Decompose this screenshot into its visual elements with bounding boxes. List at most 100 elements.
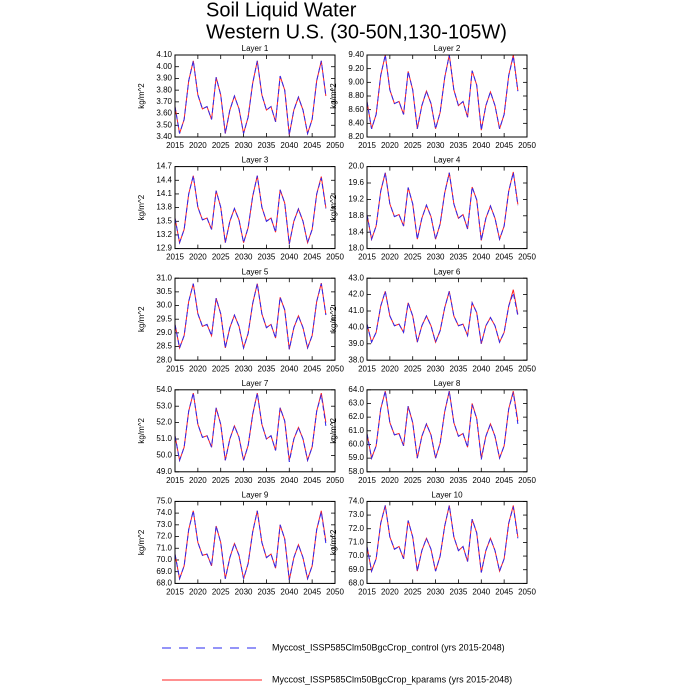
x-tick-label: 2050 <box>518 364 536 373</box>
x-tick-label: 2050 <box>326 253 344 262</box>
x-tick-label: 2015 <box>166 141 184 150</box>
x-tick-label: 2020 <box>189 141 207 150</box>
x-tick-label: 2025 <box>404 364 422 373</box>
y-tick-label: 52.0 <box>156 418 172 427</box>
y-tick-label: 38.0 <box>348 355 364 364</box>
y-tick-label: 69.0 <box>156 567 172 576</box>
y-tick-label: 29.5 <box>156 314 172 323</box>
y-tick-label: 18.4 <box>348 227 364 236</box>
y-axis-label: kg/m^2 <box>329 306 338 332</box>
x-tick-label: 2045 <box>495 253 513 262</box>
y-tick-label: 13.2 <box>156 230 172 239</box>
panel-title: Layer 5 <box>242 267 269 276</box>
x-tick-label: 2030 <box>235 476 253 485</box>
y-tick-label: 14.1 <box>156 189 172 198</box>
series-line <box>366 289 519 344</box>
x-tick-label: 2045 <box>303 476 321 485</box>
y-tick-label: 40.0 <box>348 323 364 332</box>
x-tick-label: 2025 <box>404 476 422 485</box>
panel-title: Layer 6 <box>434 267 461 276</box>
y-tick-label: 39.0 <box>348 339 364 348</box>
figure-title: Soil Liquid Water <box>206 0 357 21</box>
x-tick-label: 2025 <box>404 588 422 597</box>
y-tick-label: 62.0 <box>348 412 364 421</box>
y-tick-label: 73.0 <box>348 510 364 519</box>
x-tick-label: 2020 <box>189 253 207 262</box>
y-axis-label: kg/m^2 <box>137 529 146 555</box>
x-tick-label: 2030 <box>235 253 253 262</box>
panel-title: Layer 4 <box>434 156 461 165</box>
x-tick-label: 2045 <box>303 141 321 150</box>
y-axis-label: kg/m^2 <box>329 529 338 555</box>
series-line <box>366 171 519 242</box>
x-tick-label: 2040 <box>472 476 490 485</box>
y-axis-label: kg/m^2 <box>137 83 146 109</box>
y-tick-label: 43.0 <box>348 273 364 282</box>
y-tick-label: 4.00 <box>156 62 172 71</box>
x-tick-label: 2025 <box>212 476 230 485</box>
x-tick-label: 2030 <box>427 588 445 597</box>
x-tick-label: 2015 <box>358 588 376 597</box>
x-tick-label: 2030 <box>427 253 445 262</box>
y-tick-label: 63.0 <box>348 399 364 408</box>
x-tick-label: 2020 <box>381 476 399 485</box>
panel-title: Layer 9 <box>242 491 269 500</box>
x-tick-label: 2040 <box>472 253 490 262</box>
y-tick-label: 3.70 <box>156 97 172 106</box>
y-tick-label: 58.0 <box>348 467 364 476</box>
x-tick-label: 2030 <box>427 141 445 150</box>
plot-frame <box>174 500 336 584</box>
y-tick-label: 3.50 <box>156 120 172 129</box>
x-tick-label: 2015 <box>166 364 184 373</box>
series-line <box>174 60 327 136</box>
y-tick-label: 12.9 <box>156 244 172 253</box>
series-line <box>174 283 327 350</box>
y-tick-label: 4.10 <box>156 50 172 59</box>
x-tick-label: 2050 <box>326 364 344 373</box>
x-tick-label: 2015 <box>166 253 184 262</box>
plot-frame <box>174 166 336 250</box>
y-tick-label: 50.0 <box>156 451 172 460</box>
y-tick-label: 70.0 <box>348 551 364 560</box>
x-tick-label: 2040 <box>280 588 298 597</box>
x-tick-label: 2035 <box>258 253 276 262</box>
y-tick-label: 8.60 <box>348 105 364 114</box>
figure-subtitle: Western U.S. (30-50N,130-105W) <box>206 21 507 43</box>
y-tick-label: 75.0 <box>156 497 172 506</box>
series-line <box>366 391 519 460</box>
y-tick-label: 8.20 <box>348 132 364 141</box>
x-tick-label: 2025 <box>212 141 230 150</box>
y-tick-label: 69.0 <box>348 565 364 574</box>
x-tick-label: 2035 <box>258 588 276 597</box>
x-tick-label: 2025 <box>212 364 230 373</box>
x-tick-label: 2040 <box>280 476 298 485</box>
plot-frame <box>174 389 336 473</box>
y-tick-label: 29.0 <box>156 328 172 337</box>
x-tick-label: 2030 <box>427 364 445 373</box>
x-tick-label: 2020 <box>381 588 399 597</box>
y-tick-label: 74.0 <box>156 508 172 517</box>
x-tick-label: 2035 <box>450 141 468 150</box>
x-tick-label: 2015 <box>358 476 376 485</box>
series-line <box>174 392 327 463</box>
x-tick-label: 2035 <box>258 141 276 150</box>
x-tick-label: 2025 <box>212 588 230 597</box>
x-tick-label: 2050 <box>518 253 536 262</box>
x-tick-label: 2025 <box>212 253 230 262</box>
y-tick-label: 18.0 <box>348 244 364 253</box>
plot-frame <box>174 54 336 138</box>
y-tick-label: 49.0 <box>156 467 172 476</box>
x-tick-label: 2035 <box>450 364 468 373</box>
y-tick-label: 3.80 <box>156 85 172 94</box>
y-tick-label: 18.8 <box>348 211 364 220</box>
series-line <box>174 510 327 581</box>
series-line <box>366 54 519 131</box>
x-tick-label: 2020 <box>381 253 399 262</box>
y-tick-label: 41.0 <box>348 306 364 315</box>
y-tick-label: 8.40 <box>348 118 364 127</box>
x-tick-label: 2015 <box>166 588 184 597</box>
y-tick-label: 30.0 <box>156 301 172 310</box>
panel-title: Layer 1 <box>242 44 269 53</box>
x-tick-label: 2020 <box>381 364 399 373</box>
